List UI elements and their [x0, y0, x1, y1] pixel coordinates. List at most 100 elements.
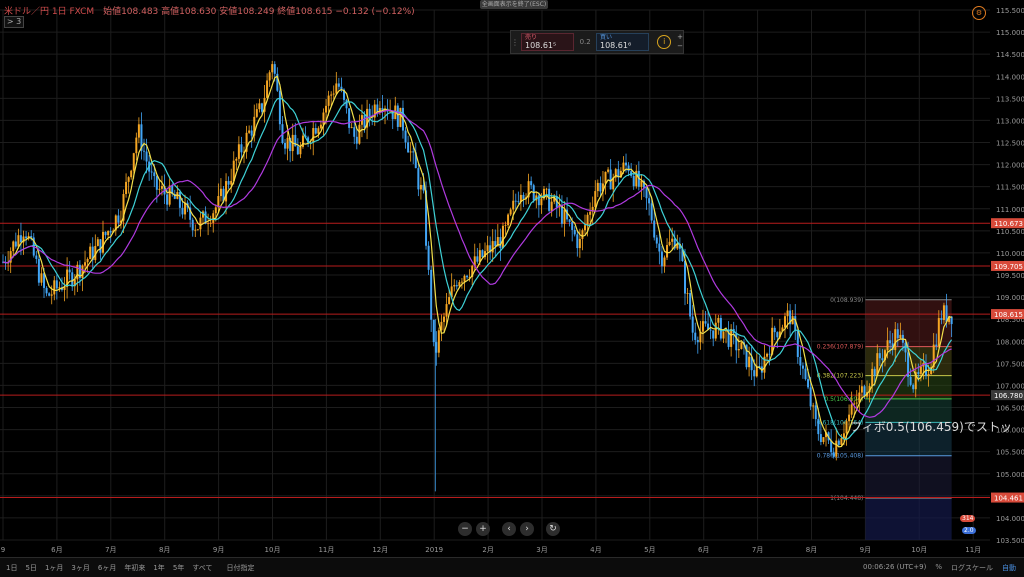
sell-label: 売り [525, 34, 538, 41]
candle-body [30, 235, 33, 238]
zoom-out-button[interactable]: − [458, 522, 472, 536]
candle-body [712, 330, 715, 339]
sell-button[interactable]: 売り 108.61⁵ [521, 33, 575, 51]
fib-zone [865, 375, 952, 399]
candle-body [568, 219, 571, 222]
candle-body [153, 172, 156, 177]
candle-body [745, 344, 748, 368]
candle-body [709, 329, 712, 331]
candle-body [327, 95, 330, 106]
scroll-left-button[interactable]: ‹ [502, 522, 516, 536]
candle-body [232, 160, 235, 181]
price-label-bg [991, 492, 1024, 503]
candle-body [501, 225, 504, 248]
symbol-label[interactable]: 米ドル／円 1日 FXCM [4, 7, 95, 17]
candle-body [127, 177, 130, 182]
price-label: 110.673 [994, 220, 1023, 228]
candle-body [935, 344, 938, 347]
candle-body [243, 151, 246, 153]
trade-panel: ⋮⋮ 売り 108.61⁵ 0.2 買い 108.61⁶ i + − [510, 30, 684, 54]
fullscreen-exit-hint[interactable]: 全画面表示を終了(ESC) [480, 0, 548, 9]
candle-body [266, 80, 269, 98]
scroll-right-button[interactable]: › [520, 522, 534, 536]
range-5d[interactable]: 5日 [25, 564, 37, 572]
plus-icon[interactable]: + [677, 33, 683, 41]
candle-body [114, 215, 117, 231]
price-tick-label: 104.000 [996, 515, 1024, 523]
candle-body [227, 181, 230, 185]
candle-body [545, 188, 548, 190]
time-tick-label: 9月 [860, 546, 871, 554]
buy-button[interactable]: 買い 108.61⁶ [595, 33, 650, 51]
candle-body [219, 188, 222, 197]
ohlc-values: 始値108.483 高値108.630 安値108.249 終値108.615 … [103, 7, 415, 17]
candle-body [448, 297, 451, 305]
candle-body [673, 238, 676, 249]
candle-body [632, 175, 635, 187]
clock-time[interactable]: 00:06:26 (UTC+9) [863, 563, 927, 571]
range-custom[interactable]: 日付指定 [226, 564, 255, 572]
candle-body [489, 245, 492, 253]
candle-body [781, 327, 784, 332]
candle-body [945, 305, 948, 322]
price-tick-label: 113.000 [996, 117, 1024, 125]
candle-body [932, 344, 935, 368]
indicator-collapse-button[interactable]: > 3 [4, 16, 24, 28]
candle-body [99, 239, 102, 253]
price-tick-label: 109.000 [996, 294, 1024, 302]
range-ytd[interactable]: 年初来 [124, 564, 146, 572]
candle-body [553, 196, 556, 202]
fibonacci-annotation[interactable]: フィボ0.5(106.459)でストッ [850, 420, 1012, 434]
candle-body [427, 245, 430, 270]
candle-body [84, 262, 87, 266]
candle-body [914, 372, 917, 390]
range-1y[interactable]: 1年 [153, 564, 165, 572]
candle-body [286, 137, 289, 149]
candle-body [889, 340, 892, 344]
candle-body [171, 185, 174, 195]
time-tick-label: 10月 [911, 546, 927, 554]
zoom-in-button[interactable]: + [476, 522, 490, 536]
range-5y[interactable]: 5年 [172, 564, 185, 572]
price-label-bg [991, 218, 1024, 229]
sell-price: 108.61⁵ [525, 41, 557, 50]
candle-body [37, 258, 40, 283]
range-3m[interactable]: 3ヶ月 [71, 564, 90, 572]
candle-body [35, 255, 38, 259]
percent-scale-toggle[interactable]: % [935, 563, 942, 571]
candle-body [678, 243, 681, 249]
candle-body [509, 209, 512, 215]
range-1d[interactable]: 1日 [6, 564, 18, 572]
drag-handle-icon[interactable]: ⋮⋮ [511, 37, 527, 47]
auto-scale-toggle[interactable]: 自動 [1002, 564, 1016, 572]
candle-body [627, 165, 630, 172]
candle-body [109, 231, 112, 233]
range-all[interactable]: すべて [192, 564, 213, 572]
moving-average-line [2, 109, 952, 418]
candle-body [748, 356, 751, 368]
candle-body [86, 259, 89, 263]
range-1m[interactable]: 1ヶ月 [44, 564, 64, 572]
minus-icon[interactable]: − [677, 42, 683, 50]
replay-badge[interactable]: 2.0 [962, 527, 976, 534]
candle-body [25, 236, 28, 239]
gear-icon[interactable]: ⚙ [972, 6, 986, 20]
candle-body [740, 342, 743, 350]
reset-chart-button[interactable]: ↻ [546, 522, 560, 536]
price-tick-label: 112.000 [996, 162, 1024, 170]
info-icon[interactable]: i [657, 35, 672, 49]
quantity-stepper[interactable]: + − [677, 33, 683, 51]
fib-level-label: 0.5(106.694) [824, 396, 863, 403]
range-6m[interactable]: 6ヶ月 [97, 564, 117, 572]
candle-body [376, 104, 379, 112]
candle-body [178, 192, 181, 208]
candle-body [212, 213, 215, 223]
alert-badge[interactable]: 314 [960, 515, 976, 522]
log-scale-toggle[interactable]: ログスケール [951, 564, 993, 572]
candle-body [812, 405, 815, 407]
price-tick-label: 108.500 [996, 316, 1024, 324]
candle-body [548, 188, 551, 211]
candle-body [263, 97, 266, 112]
candle-body [725, 329, 728, 332]
